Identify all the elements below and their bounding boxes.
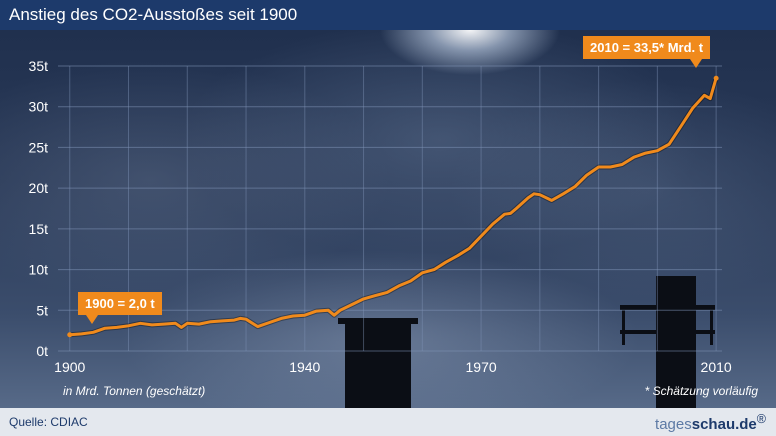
estimate-note: * Schätzung vorläufig [644, 384, 758, 398]
series-end-point [713, 75, 719, 81]
y-tick-label: 10t [29, 262, 49, 278]
chart-title: Anstieg des CO2-Ausstoßes seit 1900 [0, 0, 776, 30]
y-tick-label: 35t [29, 58, 49, 74]
x-tick-label: 2010 [701, 359, 732, 375]
grid-lines [58, 65, 722, 352]
source-label: Quelle: CDIAC [9, 415, 88, 429]
chimney-right [656, 276, 696, 408]
series-shadow [69, 77, 719, 338]
x-tick-label: 1940 [289, 359, 320, 375]
chimney-silhouettes [338, 276, 715, 408]
y-tick-label: 25t [29, 139, 49, 155]
series-start-point [67, 332, 73, 338]
chimney-left [345, 322, 411, 408]
x-tick-label: 1970 [466, 359, 497, 375]
x-tick-label: 1900 [54, 359, 85, 375]
y-tick-label: 0t [36, 343, 48, 359]
y-axis-ticks: 0t 5t 10t 15t 20t 25t 30t 35t [29, 58, 49, 359]
line-chart: 0t 5t 10t 15t 20t 25t 30t 35t 1900 1940 1970 2010 [29, 58, 732, 408]
series-line-co2 [68, 76, 718, 337]
unit-note: in Mrd. Tonnen (geschätzt) [63, 384, 206, 398]
footer: Quelle: CDIAC tagesschau.de® [0, 408, 776, 436]
callout-end: 2010 = 33,5* Mrd. t [583, 36, 711, 68]
y-tick-label: 15t [29, 221, 49, 237]
y-tick-label: 20t [29, 180, 49, 196]
callout-end-pointer [690, 59, 703, 68]
callout-start: 1900 = 2,0 t [78, 292, 162, 324]
callout-end-text: 2010 = 33,5* Mrd. t [590, 40, 704, 55]
x-axis-ticks: 1900 1940 1970 2010 [54, 359, 732, 375]
callout-start-text: 1900 = 2,0 t [85, 296, 155, 311]
y-tick-label: 5t [36, 302, 48, 318]
y-tick-label: 30t [29, 99, 49, 115]
series-layer [67, 75, 719, 338]
tagesschau-logo[interactable]: tagesschau.de® [655, 412, 766, 433]
callout-start-pointer [86, 315, 98, 324]
